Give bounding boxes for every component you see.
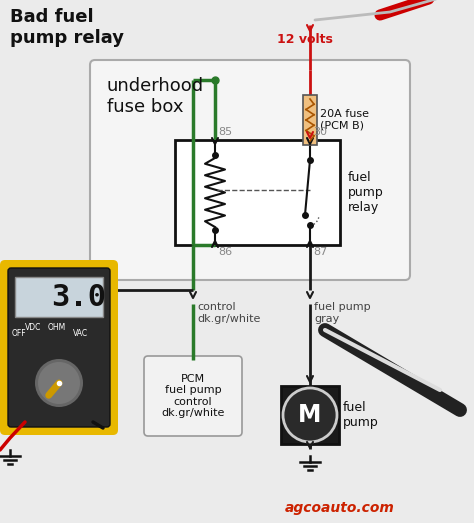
- Bar: [15, 277, 103, 317]
- Bar: [303, 95, 317, 145]
- Text: VAC: VAC: [73, 328, 89, 337]
- Text: M: M: [298, 403, 322, 427]
- Bar: [175, 140, 340, 245]
- Bar: [281, 386, 339, 444]
- Text: control
dk.gr/white: control dk.gr/white: [197, 302, 260, 324]
- Text: 85: 85: [218, 127, 232, 137]
- Text: fuel
pump
relay: fuel pump relay: [348, 171, 384, 214]
- Circle shape: [283, 388, 337, 442]
- FancyBboxPatch shape: [90, 60, 410, 280]
- Text: 12 volts: 12 volts: [277, 33, 333, 46]
- Text: underhood
fuse box: underhood fuse box: [107, 77, 204, 116]
- Text: 86: 86: [218, 247, 232, 257]
- Text: 20A fuse
(PCM B): 20A fuse (PCM B): [320, 109, 369, 131]
- FancyBboxPatch shape: [8, 268, 110, 427]
- Text: 3.0: 3.0: [51, 282, 106, 312]
- Text: 87: 87: [313, 247, 327, 257]
- Text: fuel pump
gray: fuel pump gray: [314, 302, 371, 324]
- FancyBboxPatch shape: [0, 260, 118, 435]
- Text: agcoauto.com: agcoauto.com: [285, 501, 395, 515]
- Circle shape: [35, 359, 83, 407]
- Circle shape: [38, 362, 80, 404]
- Text: 30: 30: [313, 127, 327, 137]
- FancyBboxPatch shape: [144, 356, 242, 436]
- Text: fuel
pump: fuel pump: [343, 401, 379, 429]
- Text: VDC: VDC: [25, 324, 41, 333]
- Text: PCM
fuel pump
control
dk.gr/white: PCM fuel pump control dk.gr/white: [161, 373, 225, 418]
- Text: Bad fuel
pump relay: Bad fuel pump relay: [10, 8, 124, 47]
- Text: OHM: OHM: [48, 324, 66, 333]
- Text: OFF: OFF: [12, 328, 27, 337]
